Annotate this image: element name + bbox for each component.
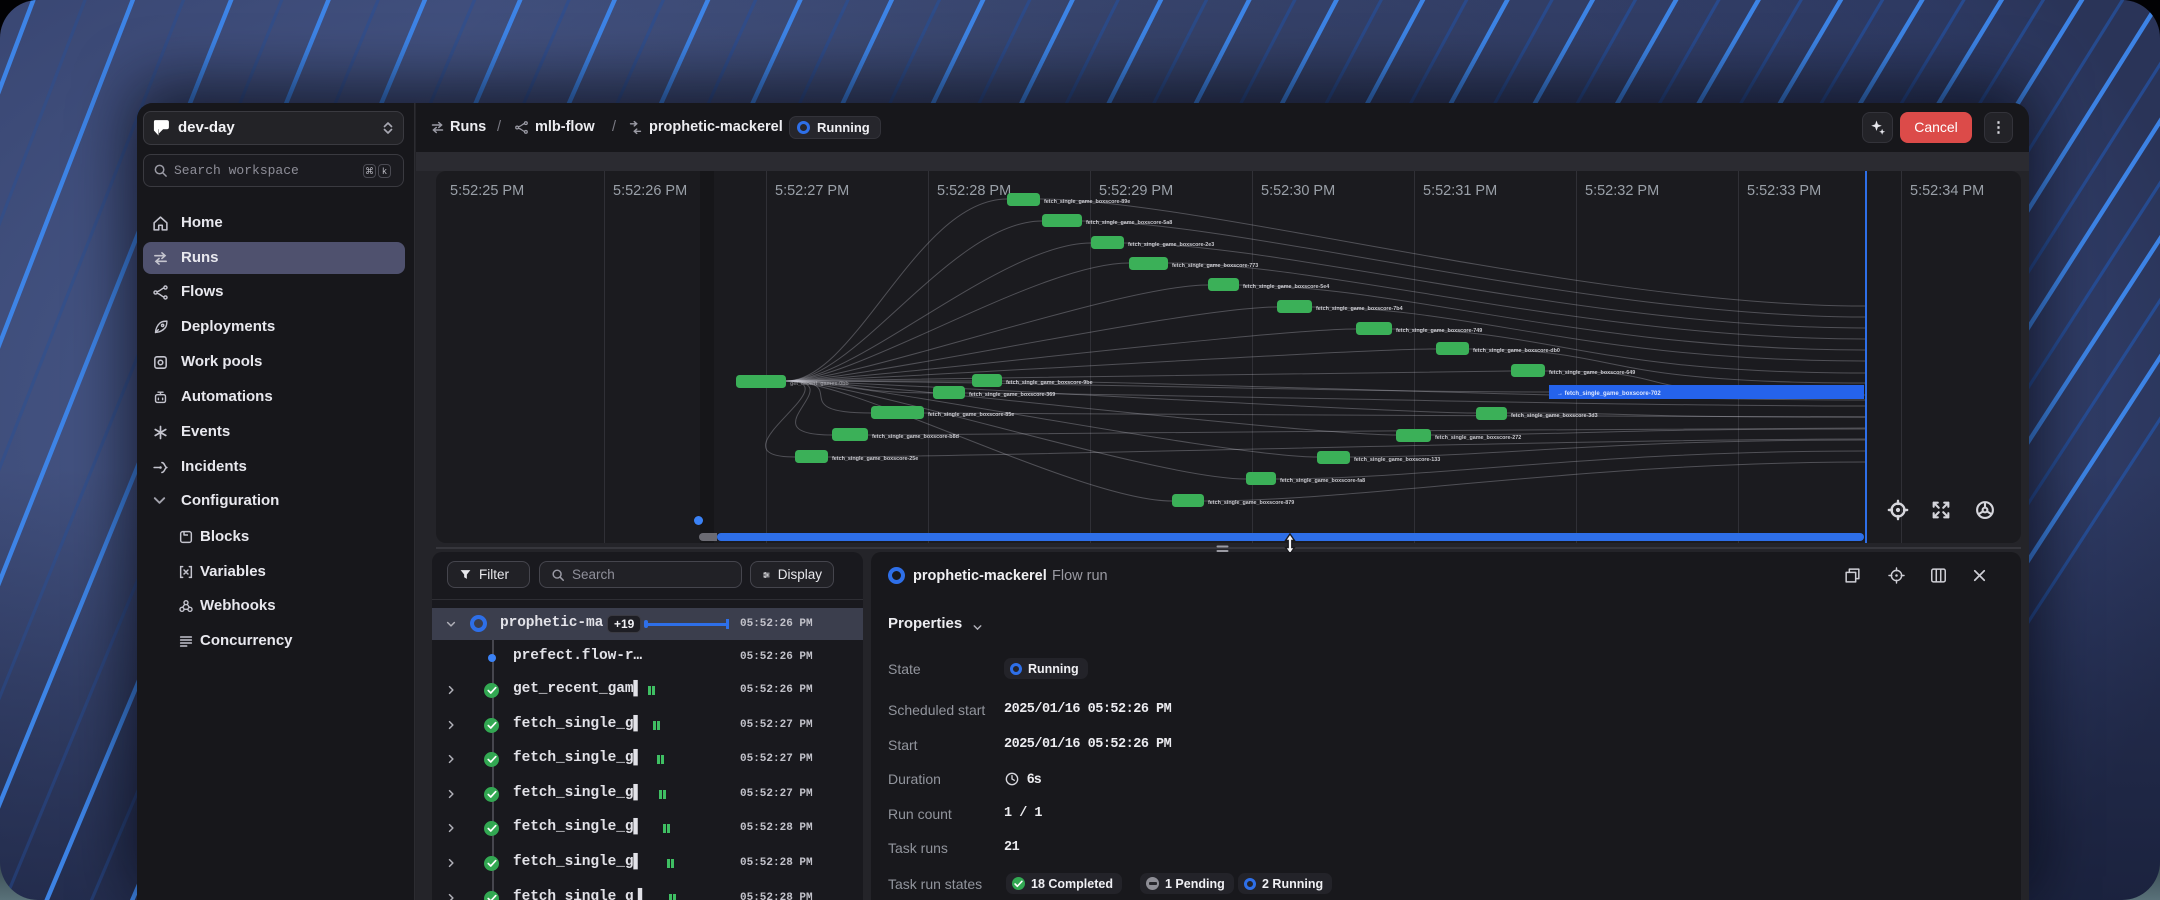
svg-text:fetch_single_game_boxscore-7b4: fetch_single_game_boxscore-7b4 — [1316, 306, 1403, 312]
svg-text:fetch_single_game_boxscore-85e: fetch_single_game_boxscore-85e — [928, 412, 1014, 418]
svg-text:get_recent_games-0bb: get_recent_games-0bb — [790, 381, 849, 387]
svg-text:fetch_single_game_boxscore-5e4: fetch_single_game_boxscore-5e4 — [1243, 284, 1329, 290]
svg-text:fetch_single_game_boxscore-5a8: fetch_single_game_boxscore-5a8 — [1086, 220, 1172, 226]
svg-text:fetch_single_game_boxscore-369: fetch_single_game_boxscore-369 — [969, 392, 1055, 398]
svg-text:fetch_single_game_boxscore-879: fetch_single_game_boxscore-879 — [1208, 500, 1294, 506]
svg-text:fetch_single_game_boxscore-b8d: fetch_single_game_boxscore-b8d — [872, 434, 959, 440]
svg-text:fetch_single_game_boxscore-25e: fetch_single_game_boxscore-25e — [832, 456, 918, 462]
svg-text:fetch_single_game_boxscore-749: fetch_single_game_boxscore-749 — [1396, 328, 1482, 334]
svg-text:fetch_single_game_boxscore-2e3: fetch_single_game_boxscore-2e3 — [1128, 242, 1214, 248]
svg-text:fetch_single_game_boxscore-649: fetch_single_game_boxscore-649 — [1549, 370, 1635, 376]
svg-text:fetch_single_game_boxscore-9be: fetch_single_game_boxscore-9be — [1006, 380, 1093, 386]
svg-text:fetch_single_game_boxscore-89e: fetch_single_game_boxscore-89e — [1044, 199, 1130, 205]
svg-text:fetch_single_game_boxscore-272: fetch_single_game_boxscore-272 — [1435, 435, 1521, 441]
svg-text:fetch_single_game_boxscore-773: fetch_single_game_boxscore-773 — [1172, 263, 1258, 269]
svg-text:fetch_single_game_boxscore-db0: fetch_single_game_boxscore-db0 — [1473, 348, 1560, 354]
svg-text:fetch_single_game_boxscore-fa8: fetch_single_game_boxscore-fa8 — [1280, 478, 1365, 484]
svg-text:→ fetch_single_game_boxscore-: → fetch_single_game_boxscore-702 — [1557, 391, 1661, 397]
svg-text:fetch_single_game_boxscore-133: fetch_single_game_boxscore-133 — [1354, 457, 1440, 463]
svg-text:fetch_single_game_boxscore-3d3: fetch_single_game_boxscore-3d3 — [1511, 413, 1598, 419]
